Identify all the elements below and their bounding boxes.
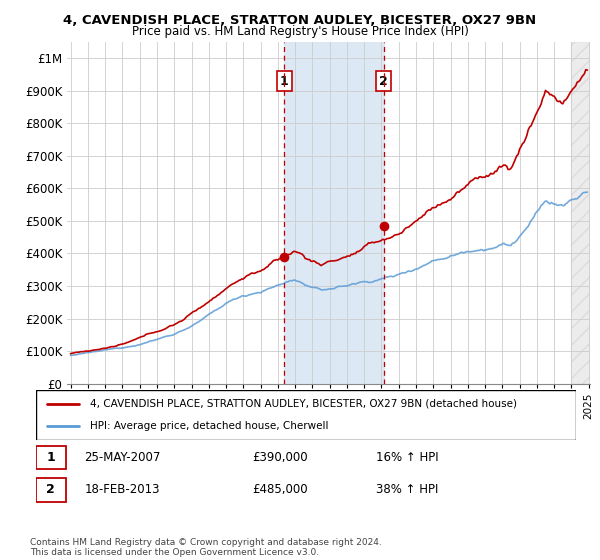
Bar xyxy=(571,42,592,384)
Text: Price paid vs. HM Land Registry's House Price Index (HPI): Price paid vs. HM Land Registry's House … xyxy=(131,25,469,38)
Text: Contains HM Land Registry data © Crown copyright and database right 2024.
This d: Contains HM Land Registry data © Crown c… xyxy=(30,538,382,557)
Bar xyxy=(284,42,383,384)
Text: 1: 1 xyxy=(280,74,289,87)
Text: 1: 1 xyxy=(46,451,55,464)
Text: 25-MAY-2007: 25-MAY-2007 xyxy=(85,451,161,464)
Text: £485,000: £485,000 xyxy=(252,483,308,496)
Text: HPI: Average price, detached house, Cherwell: HPI: Average price, detached house, Cher… xyxy=(90,421,329,431)
Text: 2: 2 xyxy=(46,483,55,496)
Bar xyxy=(36,478,66,502)
Text: 4, CAVENDISH PLACE, STRATTON AUDLEY, BICESTER, OX27 9BN (detached house): 4, CAVENDISH PLACE, STRATTON AUDLEY, BIC… xyxy=(90,399,517,409)
Text: 38% ↑ HPI: 38% ↑ HPI xyxy=(376,483,439,496)
Text: 2: 2 xyxy=(379,74,388,87)
Text: £390,000: £390,000 xyxy=(252,451,308,464)
Text: 18-FEB-2013: 18-FEB-2013 xyxy=(85,483,160,496)
Text: 16% ↑ HPI: 16% ↑ HPI xyxy=(376,451,439,464)
Text: 4, CAVENDISH PLACE, STRATTON AUDLEY, BICESTER, OX27 9BN: 4, CAVENDISH PLACE, STRATTON AUDLEY, BIC… xyxy=(64,14,536,27)
Bar xyxy=(36,446,66,469)
